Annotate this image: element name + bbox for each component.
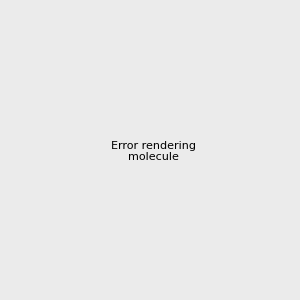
Text: Error rendering
molecule: Error rendering molecule bbox=[111, 141, 196, 162]
